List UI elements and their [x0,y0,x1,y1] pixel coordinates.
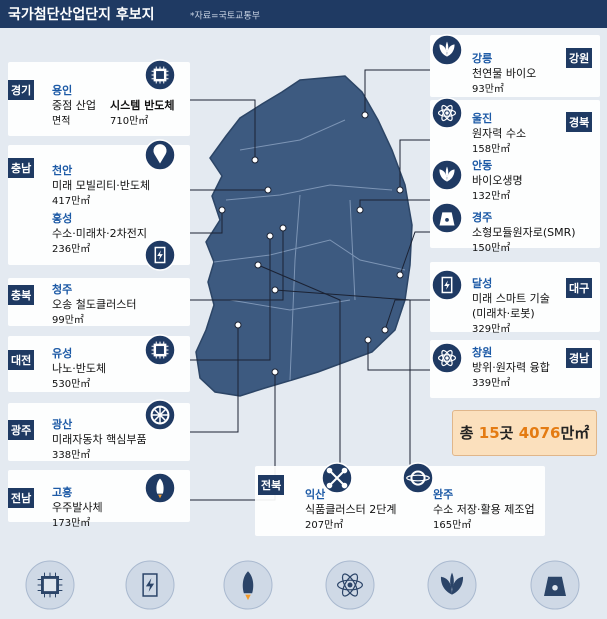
site-name: 익산 [305,488,326,501]
region-tag: 충북 [8,285,35,305]
korea-map [195,75,413,397]
region-tag: 대전 [8,350,35,370]
industry-label: 중점 산업 [52,99,96,112]
industry: 오송 철도클러스터 [52,298,137,311]
region-tag: 강원 [566,48,593,68]
site-name: 용인 [52,84,73,97]
site-name: 청주 [52,283,73,296]
area-label: 면적 [52,116,71,127]
source: *자료=국토교통부 [190,11,260,22]
total-count: 15 [478,424,500,442]
total-prefix: 총 [459,424,474,442]
area: 339만㎡ [472,378,511,389]
site-dots [218,111,404,376]
total-count-unit: 곳 [499,424,514,442]
industry: 수소 저장·활용 제조업 [433,503,535,516]
site-name: 완주 [433,488,454,501]
area: 417만㎡ [52,196,91,207]
industry: 미래자동차 핵심부품 [52,433,147,446]
region-box [8,278,190,326]
site-name: 천안 [52,164,73,177]
area: 165만㎡ [433,520,472,531]
industry: 방위·원자력 융합 [472,361,550,374]
site-name: 울진 [472,112,493,125]
total-area: 4076 [518,424,561,442]
industry: 시스템 반도체 [110,99,175,112]
site-name: 경주 [472,211,493,224]
region-box [255,466,545,536]
area: 132만㎡ [472,191,511,202]
industry: 천연물 바이오 [472,67,537,80]
region-tag: 대구 [566,278,593,298]
site-name: 안동 [472,159,493,172]
site-name: 강릉 [472,52,493,65]
site-name: 달성 [472,277,493,290]
area: 530만㎡ [52,379,91,390]
site-name: 광산 [52,418,73,431]
industry: 나노·반도체 [52,362,107,375]
region-tag: 경기 [8,80,35,100]
region-box [8,145,190,265]
industry: 우주발사체 [52,501,103,514]
industry-note: (미래차·로봇) [472,307,535,320]
province-borders [213,119,406,381]
area: 207만㎡ [305,520,344,531]
total-area-unit: 만㎡ [560,424,590,442]
region-tag: 전북 [258,475,285,495]
industry: 식품클러스터 2단계 [305,503,397,516]
title: 국가첨단산업단지 후보지 [8,6,155,23]
region-tag: 경남 [566,348,593,368]
title-bar [0,0,607,28]
area: 236만㎡ [52,244,91,255]
area: 710만㎡ [110,116,149,127]
region-tag: 광주 [8,420,35,440]
region-tag: 경북 [566,112,593,132]
area: 173만㎡ [52,518,91,529]
industry: 원자력 수소 [472,127,527,140]
site-name: 창원 [472,346,493,359]
area: 158만㎡ [472,144,511,155]
region-tag: 전남 [8,488,35,508]
site-name: 홍성 [52,212,73,225]
industry: 미래 모빌리티·반도체 [52,179,151,192]
region-tag: 충남 [8,158,35,178]
industry: 바이오생명 [472,174,523,187]
area: 329만㎡ [472,324,511,335]
industry: 수소·미래차·2차전지 [52,227,147,240]
industry: 미래 스마트 기술 [472,292,550,305]
site-name: 고흥 [52,486,73,499]
site-name: 유성 [52,347,73,360]
industry: 소형모듈원자로(SMR) [472,226,576,239]
area: 93만㎡ [472,84,504,95]
area: 99만㎡ [52,315,84,326]
total-box: 총 15곳 4076만㎡ [452,410,597,456]
area: 338만㎡ [52,450,91,461]
area: 150만㎡ [472,243,511,254]
